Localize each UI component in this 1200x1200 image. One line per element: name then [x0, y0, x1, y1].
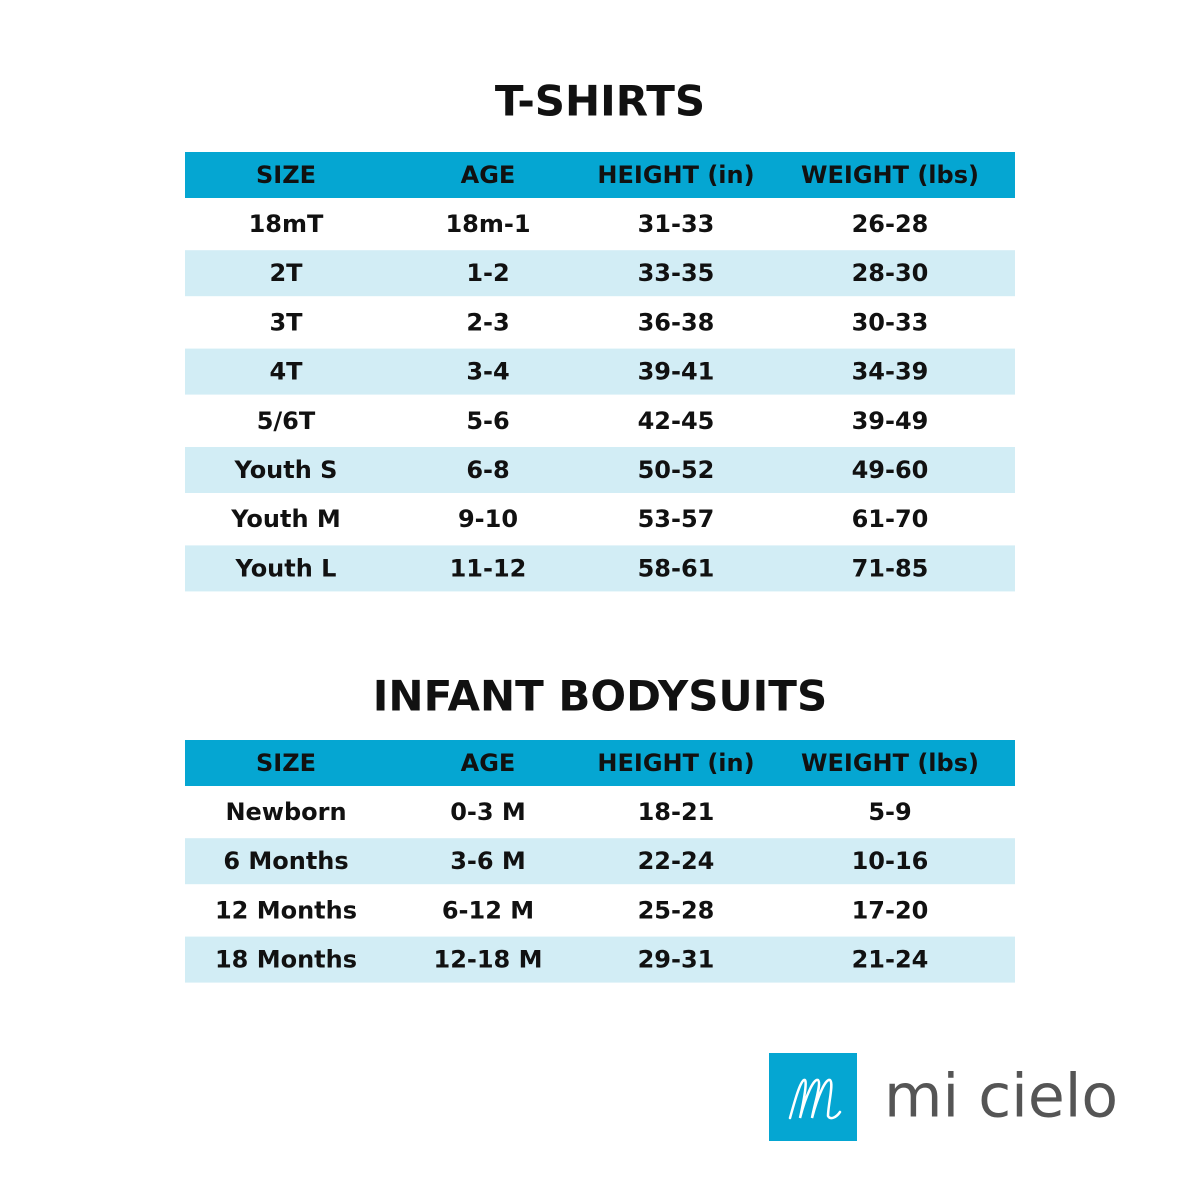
table-cell: 28-30 — [852, 259, 929, 287]
table-cell: 18-21 — [638, 798, 715, 826]
table-cell: 58-61 — [638, 554, 715, 582]
header-row — [185, 740, 1015, 786]
table-cell: 18mT — [249, 210, 324, 238]
table-cell: 10-16 — [852, 847, 929, 875]
size-table: INFANT BODYSUITS SIZE AGE HEIGHT (in) WEIGHT… — [185, 672, 1015, 983]
logo-glyph — [788, 1078, 842, 1120]
table-cell: 29-31 — [638, 946, 715, 974]
table-cell: 22-24 — [638, 847, 715, 875]
header-cell: WEIGHT (lbs) — [801, 161, 979, 189]
table-cell: 6-12 M — [442, 896, 534, 924]
table-title: INFANT BODYSUITS — [373, 672, 827, 721]
table-cell: Youth L — [235, 554, 337, 582]
table-cell: 3-4 — [466, 358, 509, 386]
row-stripe — [185, 936, 1015, 983]
table-cell: 39-41 — [638, 358, 715, 386]
table-cell: 5-6 — [466, 407, 509, 435]
table-cell: 4T — [269, 358, 303, 386]
table-cell: 25-28 — [638, 896, 715, 924]
brand-name: mi cielo — [884, 1062, 1118, 1132]
table-cell: 3T — [269, 308, 303, 336]
table-cell: 5/6T — [257, 407, 316, 435]
table-cell: 18 Months — [215, 946, 357, 974]
table-cell: 36-38 — [638, 308, 715, 336]
header-cell: AGE — [461, 161, 516, 189]
size-table: T-SHIRTS SIZE AGE HEIGHT (in) WEIGHT (lbs) 18… — [185, 77, 1015, 592]
row-stripe — [185, 447, 1015, 493]
table-cell: 26-28 — [852, 210, 929, 238]
table-cell: 9-10 — [458, 505, 518, 533]
header-row — [185, 152, 1015, 198]
header-cell: AGE — [461, 749, 516, 777]
table-cell: 49-60 — [852, 456, 929, 484]
header-cell: WEIGHT (lbs) — [801, 749, 979, 777]
table-cell: 30-33 — [852, 308, 929, 336]
header-cell: SIZE — [256, 161, 316, 189]
table-cell: 5-9 — [868, 798, 911, 826]
table-cell: 53-57 — [638, 505, 715, 533]
table-cell: 71-85 — [852, 554, 929, 582]
table-cell: 2T — [269, 259, 303, 287]
row-stripe — [185, 545, 1015, 592]
table-cell: 50-52 — [638, 456, 715, 484]
table-cell: 1-2 — [466, 259, 509, 287]
header-cell: HEIGHT (in) — [597, 161, 754, 189]
table-cell: Youth S — [234, 456, 338, 484]
table-cell: 12-18 M — [434, 946, 543, 974]
table-cell: 61-70 — [852, 505, 929, 533]
table-cell: 42-45 — [638, 407, 715, 435]
table-cell: 21-24 — [852, 946, 929, 974]
table-title: T-SHIRTS — [495, 77, 705, 126]
table-cell: 33-35 — [638, 259, 715, 287]
table-cell: 6-8 — [466, 456, 509, 484]
table-cell: Newborn — [225, 798, 346, 826]
table-cell: 3-6 M — [450, 847, 526, 875]
header-cell: HEIGHT (in) — [597, 749, 754, 777]
logo-square — [769, 1053, 857, 1141]
table-cell: 2-3 — [466, 308, 509, 336]
brand-logo: mi cielo — [769, 1053, 1118, 1141]
table-cell: 34-39 — [852, 358, 929, 386]
table-cell: Youth M — [230, 505, 341, 533]
table-cell: 11-12 — [450, 554, 527, 582]
table-cell: 39-49 — [852, 407, 929, 435]
table-cell: 31-33 — [638, 210, 715, 238]
table-cell: 12 Months — [215, 896, 357, 924]
row-stripe — [185, 250, 1015, 297]
table-cell: 17-20 — [852, 896, 929, 924]
table-cell: 18m-1 — [445, 210, 530, 238]
header-cell: SIZE — [256, 749, 316, 777]
row-stripe — [185, 348, 1015, 395]
table-cell: 6 Months — [223, 847, 348, 875]
row-stripe — [185, 838, 1015, 885]
table-cell: 0-3 M — [450, 798, 526, 826]
